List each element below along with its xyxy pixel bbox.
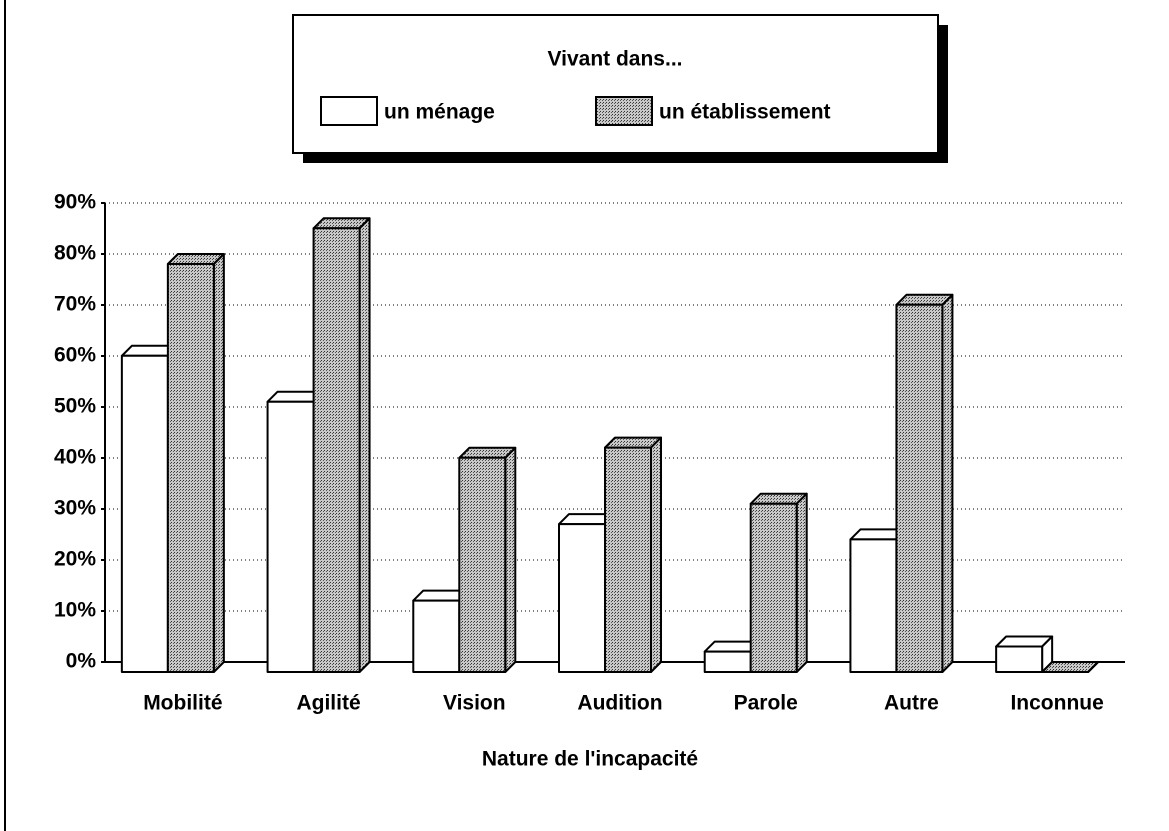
bar [895,293,954,673]
bar [604,436,662,673]
bar [458,446,517,673]
legend-label: un établissement [659,101,831,124]
y-tick-label: 50% [54,395,96,418]
y-tick-label: 30% [54,497,96,520]
legend-box [292,14,939,154]
y-tick-label: 60% [54,344,96,367]
x-axis-label: Nature de l'incapacité [482,748,698,771]
legend-swatch [320,96,378,126]
legend-label: un ménage [384,101,495,124]
legend-swatch [595,96,653,126]
x-tick-label: Audition [577,692,662,715]
bar [849,528,908,674]
legend-title: Vivant dans... [548,48,683,71]
x-tick-label: Autre [884,692,939,715]
x-tick-label: Mobilité [143,692,222,715]
y-tick-label: 0% [66,650,97,673]
y-tick-label: 80% [54,242,96,265]
bar [749,492,808,674]
x-tick-label: Parole [734,692,798,715]
bar [1041,661,1100,673]
y-tick-label: 90% [54,191,96,214]
x-tick-label: Agilité [296,692,360,715]
y-tick-label: 10% [54,599,96,622]
bar [312,217,371,674]
bar [995,635,1054,673]
x-tick-label: Vision [443,692,506,715]
y-tick-label: 40% [54,446,96,469]
y-tick-label: 70% [54,293,96,316]
x-tick-label: Inconnue [1010,692,1103,715]
y-tick-label: 20% [54,548,96,571]
bar [166,253,225,673]
